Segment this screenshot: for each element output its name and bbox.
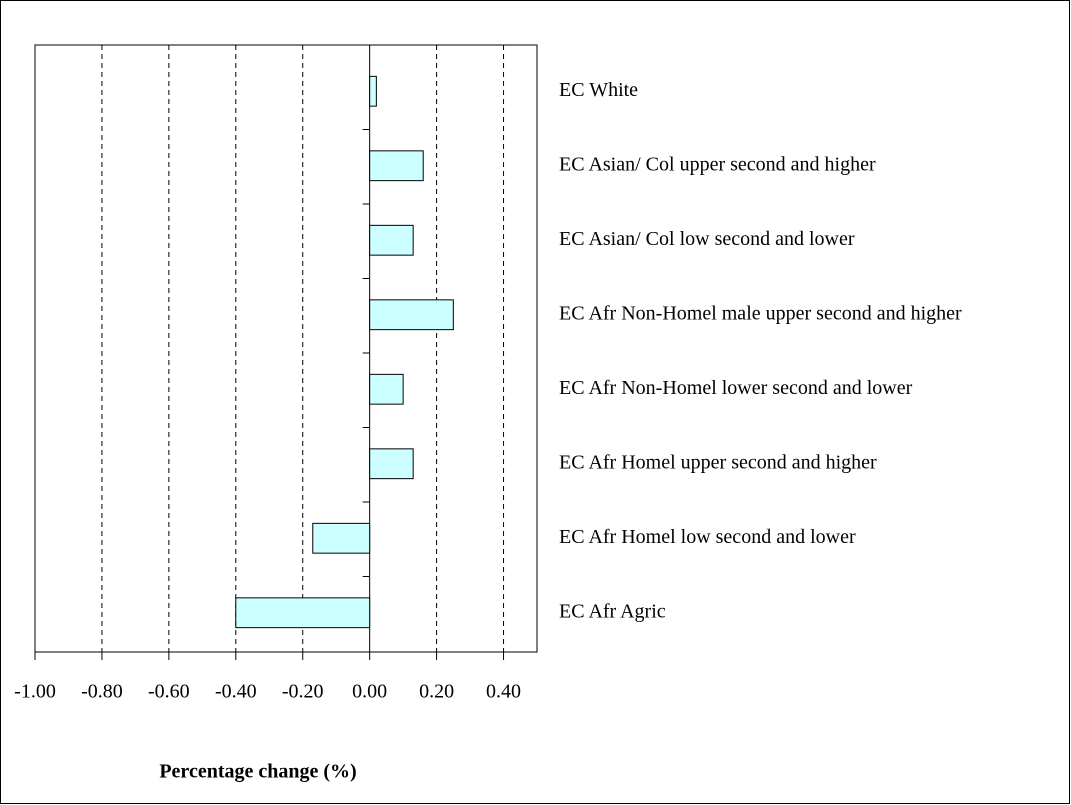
x-tick-label: -1.00 (14, 681, 56, 703)
x-axis-title: Percentage change (%) (159, 761, 356, 783)
x-tick-label: 0.20 (419, 681, 454, 703)
x-tick-label: -0.60 (148, 681, 190, 703)
bar (369, 75, 377, 107)
category-label: EC White (559, 79, 638, 101)
plot-frame (34, 44, 538, 653)
bar (369, 150, 424, 182)
bar (369, 448, 414, 480)
x-tick-label: 0.40 (486, 681, 521, 703)
category-label: EC Asian/ Col low second and lower (559, 228, 855, 250)
bar (369, 299, 454, 331)
bar (235, 597, 371, 629)
x-tick-label: 0.00 (352, 681, 387, 703)
x-tick-label: -0.20 (282, 681, 324, 703)
bar (369, 224, 414, 256)
bar (369, 373, 404, 405)
category-label: EC Asian/ Col upper second and higher (559, 153, 876, 175)
category-label: EC Afr Non-Homel lower second and lower (559, 377, 913, 399)
category-label: EC Afr Non-Homel male upper second and h… (559, 302, 962, 324)
x-tick-label: -0.40 (215, 681, 257, 703)
category-label: EC Afr Homel low second and lower (559, 526, 856, 548)
bar (312, 522, 371, 554)
category-label: EC Afr Agric (559, 600, 666, 622)
x-tick-label: -0.80 (81, 681, 123, 703)
category-label: EC Afr Homel upper second and higher (559, 451, 877, 473)
